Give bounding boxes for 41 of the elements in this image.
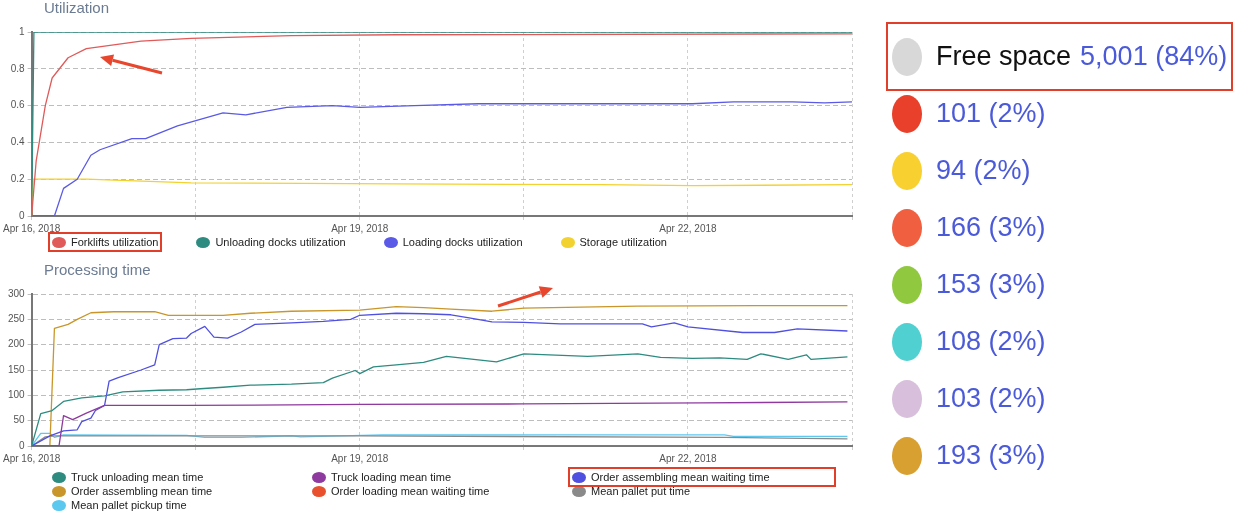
text: 103 (2%) <box>936 383 1046 413</box>
y-tick-label: 200 <box>7 338 26 350</box>
text: 153 (3%) <box>936 269 1046 299</box>
y-tick-label: 300 <box>7 287 26 299</box>
y-tick-label: 1 <box>19 25 26 37</box>
y-tick-label: 0 <box>19 209 26 221</box>
text: 108 (2%) <box>936 326 1046 356</box>
y-tick-label: 0.8 <box>10 62 26 74</box>
chart-title: Processing time <box>44 261 151 278</box>
category-label: Free space <box>936 41 1072 72</box>
chart-title: Utilization <box>44 0 110 16</box>
text: 193 (3%) <box>936 440 1046 470</box>
x-tick-label: Apr 16, 2018 <box>3 222 61 234</box>
legend-label: Forklifts utilization <box>71 236 159 248</box>
y-tick-label: 100 <box>7 389 26 401</box>
x-tick-label: Apr 16, 2018 <box>3 452 61 464</box>
legend-label: Mean pallet put time <box>591 485 691 497</box>
x-tick-label: Apr 22, 2018 <box>659 452 717 464</box>
legend-label: Loading docks utilization <box>402 236 523 248</box>
y-tick-label: 0.4 <box>10 136 26 148</box>
y-tick-label: 0.6 <box>10 99 26 111</box>
legend-label: Storage utilization <box>579 236 667 248</box>
x-tick-label: Apr 19, 2018 <box>331 452 389 464</box>
legend-label: Truck unloading mean time <box>71 471 204 483</box>
text: 94 (2%) <box>936 155 1031 185</box>
x-tick-label: Apr 19, 2018 <box>331 222 389 234</box>
y-tick-label: 150 <box>7 363 26 375</box>
text: 101 (2%) <box>936 98 1046 128</box>
x-tick-label: Apr 22, 2018 <box>659 222 717 234</box>
y-tick-label: 250 <box>7 313 26 325</box>
legend-label: Truck loading mean time <box>331 471 452 483</box>
y-tick-label: 0.2 <box>10 172 26 184</box>
legend-label: Unloading docks utilization <box>215 236 346 248</box>
y-tick-label: 0 <box>19 439 26 451</box>
text: 166 (3%) <box>936 212 1046 242</box>
text: 5,001 (84%) <box>1080 41 1228 71</box>
y-tick-label: 50 <box>13 414 26 426</box>
legend-label: Order assembling mean waiting time <box>591 471 770 483</box>
legend-label: Order assembling mean time <box>71 485 213 497</box>
legend-label: Order loading mean waiting time <box>331 485 490 497</box>
legend-label: Mean pallet pickup time <box>71 499 187 511</box>
